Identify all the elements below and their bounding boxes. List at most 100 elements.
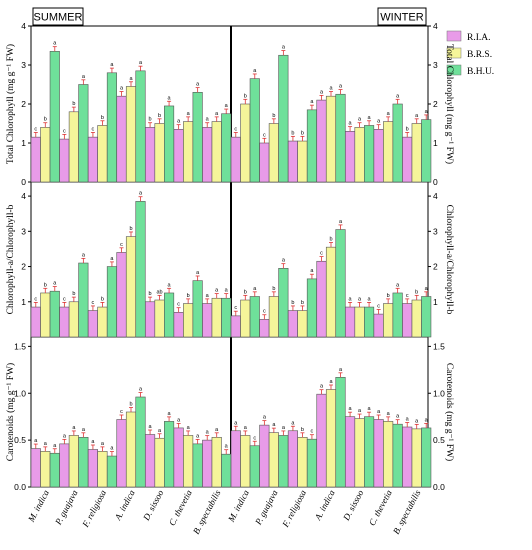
significance-letter: a [234,420,238,426]
y-axis-label-right: Total Chlorophyll (mg g⁻¹ FW) [444,44,455,164]
significance-letter: c [311,429,314,435]
bar [202,303,213,338]
bar [287,430,298,488]
bar [325,389,337,488]
significance-letter: c [63,128,66,134]
bar [335,377,346,488]
bar [345,416,356,488]
legend-label: B.H.U. [467,67,494,77]
bar [125,236,137,338]
bar [297,140,308,183]
bar [411,123,422,183]
significance-letter: a [329,379,333,385]
y-tick-label-left: 0.5 [14,435,26,445]
significance-letter: c [234,305,237,311]
bar [116,419,127,488]
x-category-label: D. sissoo [141,488,166,523]
significance-letter: a [44,441,48,447]
significance-letter: a [63,433,67,439]
bar [68,435,79,488]
bar [259,142,270,183]
y-tick-label-left: 1.5 [14,341,26,351]
bar [135,70,146,183]
significance-letter: a [415,418,419,424]
significance-letter: a [196,82,200,88]
bar [145,127,156,183]
bar [335,229,346,338]
significance-letter: a [387,111,391,117]
bar [97,125,108,183]
bar [40,451,51,488]
significance-letter: c [320,251,323,257]
significance-letter: a [396,282,400,288]
y-tick-label-right: 4 [433,21,438,31]
bar [192,280,203,338]
significance-letter: a [396,414,400,420]
significance-letter: a [406,417,410,423]
y-tick-label-right: 1.5 [433,341,445,351]
significance-letter: a [320,384,324,390]
y-tick-label-right: 1 [433,297,438,307]
bar [316,260,327,338]
y-axis-label-left: Carotenoids (mg g⁻¹ FW) [5,363,16,461]
significance-letter: a [349,296,353,302]
bar [173,312,184,338]
significance-letter: b [129,402,132,408]
significance-letter: a [425,286,429,292]
significance-letter: a [320,89,324,95]
y-tick-label-left: 1 [21,138,26,148]
significance-letter: a [282,45,286,51]
bar [268,123,279,183]
significance-letter: a [177,417,181,423]
bar [316,393,327,488]
significance-letter: a [34,438,38,444]
significance-letter: b [301,427,304,433]
significance-letter: ab [157,289,163,295]
bar [68,111,79,183]
significance-letter: b [415,289,418,295]
bar [230,430,241,488]
bar [383,121,394,183]
bar [268,432,279,488]
significance-letter: a [177,119,181,125]
significance-letter: c [377,303,380,309]
bar [154,437,165,488]
bar [78,437,89,488]
bar [411,428,422,488]
bar [40,292,51,338]
bar [30,448,41,488]
y-tick-label-right: 2 [433,262,438,272]
significance-letter: c [63,296,66,302]
bar [221,453,232,488]
significance-letter: a [253,68,257,74]
bar [59,306,70,338]
bar [173,129,184,183]
bar [411,299,422,338]
significance-letter: a [215,111,219,117]
bar [97,306,108,338]
significance-letter: b [387,293,390,299]
bar [183,121,194,183]
y-tick-label-left: 4 [21,191,26,201]
bar [164,292,175,338]
y-tick-label-right: 1 [433,138,438,148]
significance-letter: c [92,126,95,132]
significance-letter: a [425,417,429,423]
bar [297,437,308,488]
bar [106,72,117,183]
significance-letter: b [329,237,332,243]
significance-letter: c [263,132,266,138]
bar [373,129,384,183]
bar [306,438,317,488]
significance-letter: a [187,425,191,431]
significance-letter: c [120,409,123,415]
significance-letter: a [101,441,105,447]
significance-letter: b [158,113,161,119]
bar [421,427,432,488]
bar [211,437,222,488]
significance-letter: c [263,309,266,315]
significance-letter: a [339,367,343,373]
bar [164,421,175,488]
significance-letter: b [244,93,247,99]
